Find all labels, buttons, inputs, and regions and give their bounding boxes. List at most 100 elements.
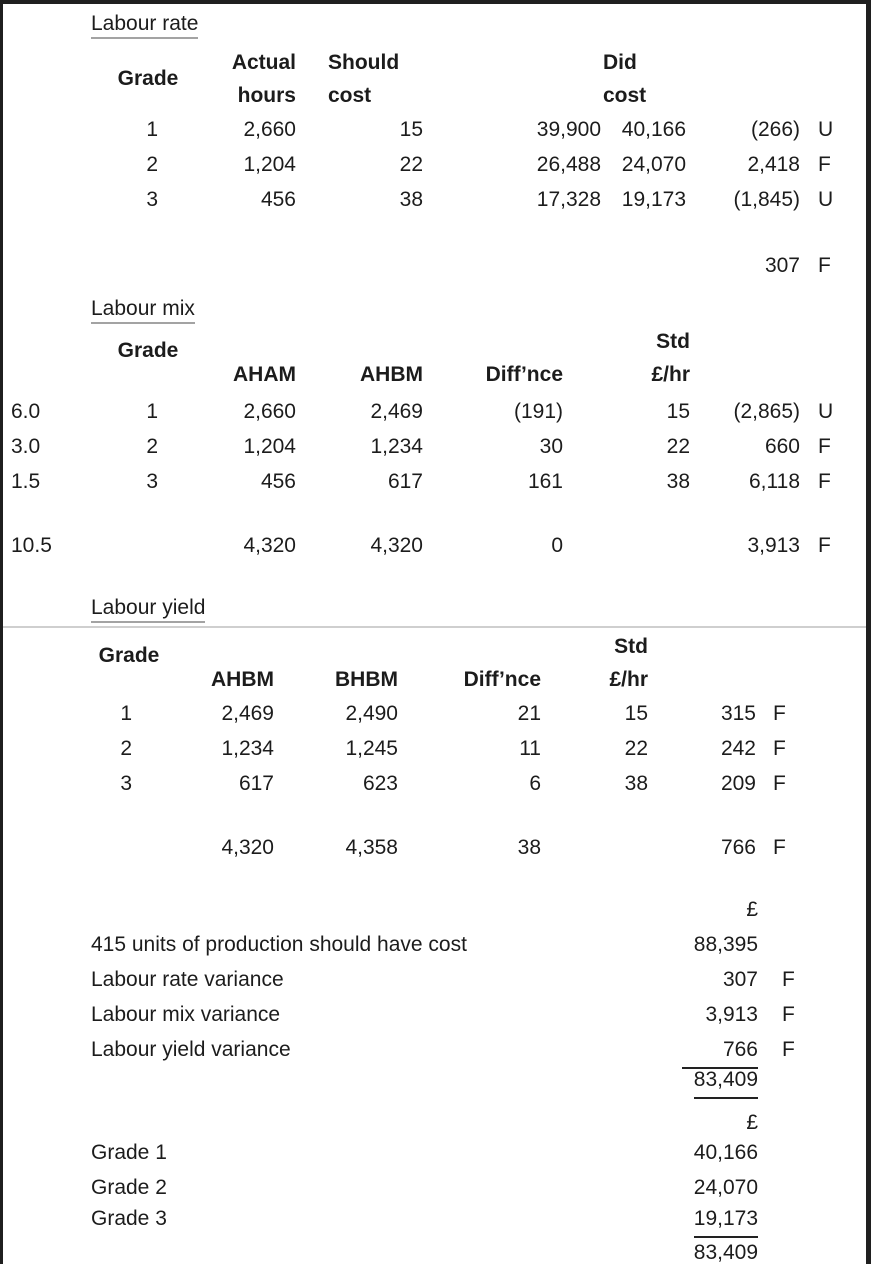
pound-sign: £ (746, 1111, 758, 1134)
cell-ahbm: 1,234 (370, 435, 423, 458)
cell-variance: 6,118 (749, 470, 800, 493)
yield-col-ahbm-header: AHBM (211, 668, 274, 691)
cell-std-rate: 15 (624, 702, 648, 725)
cell-uf-flag: F (773, 836, 786, 859)
cell-should-cost: 39,900 (536, 118, 601, 141)
cell-grade: 1 (120, 702, 132, 725)
cell-diff-total: 0 (551, 534, 563, 557)
cell-std-rate: 22 (624, 737, 648, 760)
labour-mix-header: Std AHAM AHBM Diff’nce £/hr (3, 325, 845, 391)
cell-ahbm: 617 (238, 772, 274, 795)
cell-ratio: 1.5 (11, 470, 41, 493)
yield-col-std-header-top: Std (614, 635, 648, 658)
cell-should-cost: 17,328 (536, 188, 601, 211)
table-row: 1.5 3 456 617 161 38 6,118 F (3, 464, 845, 499)
cell-hours: 2,660 (243, 118, 296, 141)
cell-aham: 456 (260, 470, 296, 493)
cell-ahbm: 2,469 (370, 400, 423, 423)
cell-total-variance: 3,913 (747, 534, 800, 557)
yield-grade-header: Grade (98, 644, 160, 667)
cell-ratio: 6.0 (11, 400, 41, 423)
table-row: 2 1,234 1,245 11 22 242 F (3, 731, 796, 766)
cell-variance: (2,865) (733, 400, 800, 423)
cell-uf-flag: U (818, 118, 834, 141)
yield-col-bhbm-header: BHBM (335, 668, 398, 691)
rate-col-should-header-bot: cost (328, 84, 372, 107)
cell-variance: 2,418 (747, 153, 800, 176)
cell-variance: (1,845) (733, 188, 800, 211)
cell-grade: 3 (146, 470, 158, 493)
cell-variance: 242 (720, 737, 756, 760)
table-row: 6.0 1 2,660 2,469 (191) 15 (2,865) U (3, 394, 845, 429)
frame-border-gap (0, 1253, 3, 1264)
cell-uf-flag: F (773, 737, 786, 760)
cell-uf-flag: F (773, 772, 786, 795)
summary-amount: 40,166 (693, 1141, 758, 1164)
summary-amount: 88,395 (693, 933, 758, 956)
summary-row: Labour mix variance 3,913 F (91, 997, 803, 1032)
summary-cost: £ (91, 892, 803, 927)
rate-col-did-header-bot: cost (603, 84, 647, 107)
cell-should-cost: 26,488 (536, 153, 601, 176)
rate-col-should-header-top: Should (328, 51, 400, 74)
labour-mix-rows: 6.0 1 2,660 2,469 (191) 15 (2,865) U 3.0… (3, 394, 845, 499)
cell-ahbm-total: 4,320 (221, 836, 274, 859)
summary-amount-underlined: 766 (682, 1032, 758, 1069)
section-divider-line (3, 626, 866, 628)
table-total-row: 10.5 4,320 4,320 0 3,913 F (3, 528, 845, 563)
labour-yield-heading: Labour yield (91, 596, 206, 623)
cell-diff: 6 (529, 772, 541, 795)
cell-diff: 30 (539, 435, 563, 458)
cell-rate: 22 (399, 153, 423, 176)
cell-grade: 2 (146, 435, 158, 458)
cell-ratio-total: 10.5 (11, 534, 52, 557)
cell-did-cost: 40,166 (621, 118, 686, 141)
mix-grade-header: Grade (117, 339, 179, 362)
cell-grade: 3 (146, 188, 158, 211)
labour-mix-heading-text: Labour mix (91, 297, 195, 324)
summary-row: Grade 3 19,173 (91, 1201, 803, 1238)
cell-std-rate: 15 (666, 400, 690, 423)
cell-grade: 1 (146, 400, 158, 423)
cell-variance: (266) (750, 118, 800, 141)
mix-col-std-header-top: Std (656, 330, 690, 353)
cell-grade: 2 (120, 737, 132, 760)
summary-amount: 24,070 (693, 1176, 758, 1199)
rate-grade-header: Grade (117, 67, 179, 90)
summary-cost-rows: 415 units of production should have cost… (91, 927, 803, 1099)
rate-header-line2: hours cost cost (3, 79, 845, 112)
cell-ahbm-total: 4,320 (370, 534, 423, 557)
cell-uf-flag: F (818, 470, 831, 493)
cell-diff: 21 (517, 702, 541, 725)
summary-total-underlined: 83,409 (693, 1062, 758, 1099)
cell-aham: 2,660 (243, 400, 296, 423)
yield-header-line2: AHBM BHBM Diff’nce £/hr (3, 663, 796, 696)
cell-bhbm: 2,490 (345, 702, 398, 725)
table-total-row: 307 F (3, 248, 845, 283)
labour-yield-total: 4,320 4,358 38 766 F (3, 830, 796, 865)
summary-row: Grade 2 24,070 (91, 1170, 803, 1205)
mix-col-std-header-bot: £/hr (651, 363, 690, 386)
summary-amount-underlined: 19,173 (693, 1201, 758, 1238)
summary-currency-row: £ (91, 892, 803, 927)
yield-col-diff-header: Diff’nce (463, 668, 541, 691)
table-row: 3 456 38 17,328 19,173 (1,845) U (3, 182, 845, 217)
mix-header-line2: AHAM AHBM Diff’nce £/hr (3, 358, 845, 391)
summary-label: Grade 1 (91, 1141, 167, 1164)
cell-uf-flag: F (818, 435, 831, 458)
table-row: 2 1,204 22 26,488 24,070 2,418 F (3, 147, 845, 182)
labour-yield-heading-text: Labour yield (91, 596, 206, 623)
summary-row: 415 units of production should have cost… (91, 927, 803, 962)
cell-uf-flag: F (818, 153, 831, 176)
labour-rate-header: Actual Should Did hours cost cost (3, 46, 845, 112)
labour-yield-rows: 1 2,469 2,490 21 15 315 F 2 1,234 1,245 … (3, 696, 796, 801)
rate-col-hours-header-bot: hours (237, 84, 296, 107)
summary-currency-row: £ (91, 1105, 803, 1140)
cell-uf-flag: F (773, 702, 786, 725)
cell-ahbm: 1,234 (221, 737, 274, 760)
cell-grade: 2 (146, 153, 158, 176)
mix-col-aham-header: AHAM (233, 363, 296, 386)
cell-grade: 1 (146, 118, 158, 141)
cell-bhbm: 623 (362, 772, 398, 795)
